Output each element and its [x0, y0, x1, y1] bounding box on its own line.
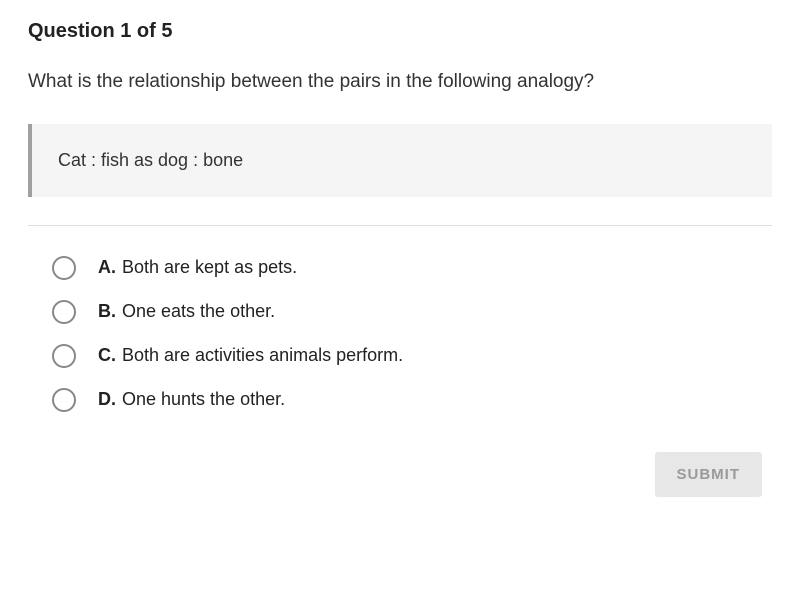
- option-b[interactable]: B. One eats the other.: [52, 300, 772, 324]
- question-text: What is the relationship between the pai…: [28, 69, 772, 96]
- option-letter: B.: [98, 301, 116, 322]
- option-d[interactable]: D. One hunts the other.: [52, 388, 772, 412]
- analogy-text: Cat : fish as dog : bone: [58, 150, 243, 170]
- option-text: One eats the other.: [122, 301, 275, 322]
- option-text: Both are kept as pets.: [122, 257, 297, 278]
- option-text: Both are activities animals perform.: [122, 345, 403, 366]
- radio-icon[interactable]: [52, 256, 76, 280]
- option-letter: A.: [98, 257, 116, 278]
- question-counter: Question 1 of 5: [28, 20, 772, 43]
- radio-icon[interactable]: [52, 344, 76, 368]
- submit-wrap: SUBMIT: [28, 452, 772, 497]
- option-a[interactable]: A. Both are kept as pets.: [52, 256, 772, 280]
- submit-button[interactable]: SUBMIT: [655, 452, 763, 497]
- radio-icon[interactable]: [52, 388, 76, 412]
- radio-icon[interactable]: [52, 300, 76, 324]
- options-list: A. Both are kept as pets. B. One eats th…: [28, 256, 772, 412]
- option-letter: C.: [98, 345, 116, 366]
- analogy-box: Cat : fish as dog : bone: [28, 124, 772, 197]
- divider: [28, 225, 772, 226]
- option-letter: D.: [98, 389, 116, 410]
- option-text: One hunts the other.: [122, 389, 285, 410]
- option-c[interactable]: C. Both are activities animals perform.: [52, 344, 772, 368]
